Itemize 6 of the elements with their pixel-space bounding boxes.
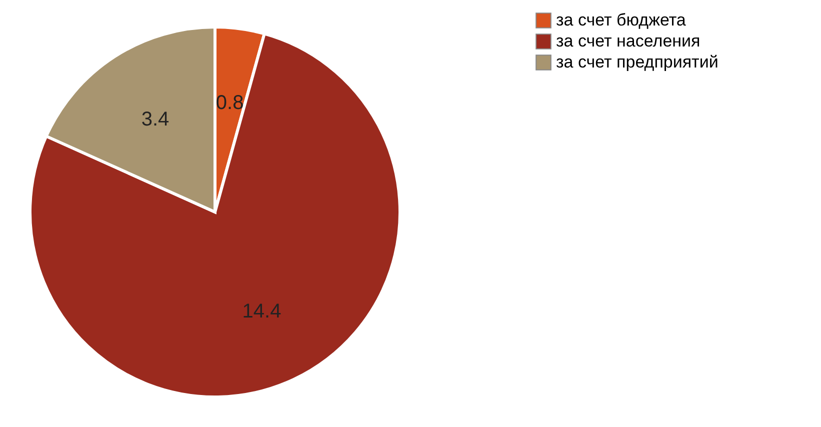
data-label: 3.4 — [141, 108, 170, 131]
data-label: 14.4 — [242, 300, 282, 323]
data-label: 0.8 — [216, 92, 244, 114]
legend-label: за счет населения — [556, 32, 700, 50]
legend-label: за счет бюджета — [556, 10, 686, 30]
legend-label: за счет предприятий — [556, 52, 718, 72]
